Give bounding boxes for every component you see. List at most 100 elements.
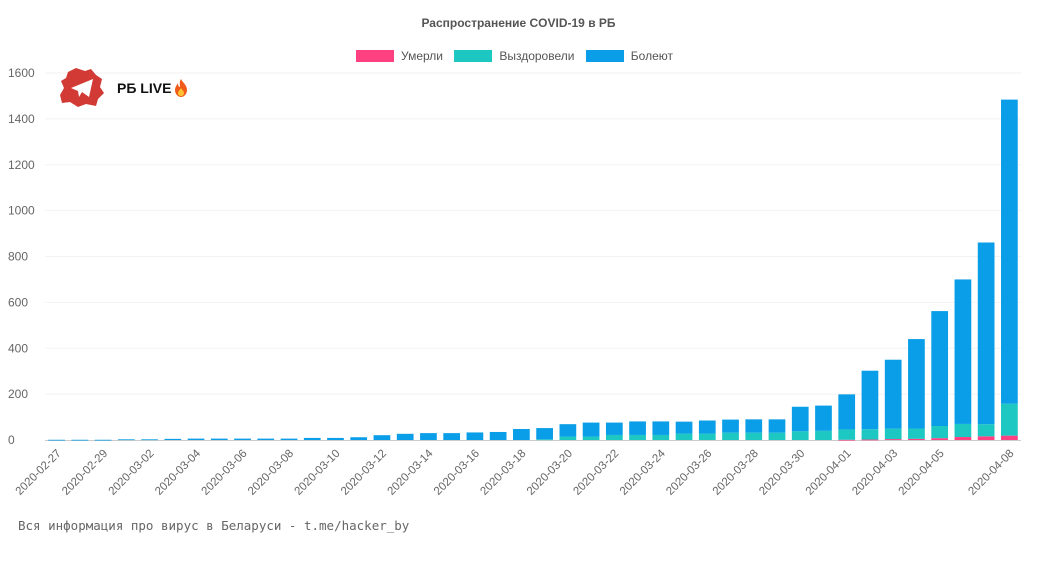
bar-deaths	[931, 438, 949, 440]
legend-item-active[interactable]: Болеют	[585, 49, 673, 63]
bar-active	[908, 339, 925, 429]
brand-name: РБ LIVE	[117, 80, 172, 96]
bar-active	[466, 432, 484, 440]
bar-active	[884, 359, 902, 429]
x-tick-label: 2020-03-26	[664, 448, 714, 498]
legend-label-deaths: Умерли	[401, 49, 443, 63]
y-tick-label: 1000	[8, 204, 35, 218]
footer-text: Вся информация про вирус в Беларуси - t.…	[18, 518, 410, 533]
bar-recovered	[815, 430, 832, 440]
bar-active	[722, 419, 739, 433]
bar-recovered	[605, 434, 623, 440]
legend-item-deaths[interactable]: Умерли	[356, 49, 443, 63]
bar-active	[698, 420, 716, 434]
bar-recovered	[768, 432, 786, 440]
bar-deaths	[954, 437, 972, 440]
y-tick-label: 0	[8, 433, 15, 447]
x-tick-label: 2020-04-03	[850, 448, 900, 498]
bar-recovered	[861, 429, 879, 440]
bar-recovered	[884, 428, 902, 440]
bar-active	[48, 439, 65, 441]
chart-title: Распространение COVID-19 в РБ	[421, 16, 616, 30]
fire-icon	[175, 79, 187, 97]
legend-label-recovered: Выздоровели	[499, 49, 575, 63]
bar-recovered	[675, 433, 693, 440]
bar-deaths	[884, 439, 902, 440]
x-tick-label: 2020-03-06	[200, 448, 250, 498]
bar-active	[629, 421, 646, 435]
x-tick-label: 2020-02-27	[14, 448, 64, 498]
legend-swatch-deaths	[356, 50, 394, 62]
x-tick-label: 2020-03-18	[478, 448, 528, 498]
y-tick-label: 600	[8, 295, 28, 309]
bar-active	[71, 439, 89, 441]
x-tick-label: 2020-03-20	[525, 448, 575, 498]
bar-recovered	[745, 432, 763, 440]
bar-active	[373, 435, 391, 440]
bar-deaths	[861, 439, 879, 441]
bar-deaths	[838, 439, 856, 441]
bar-active	[931, 311, 949, 427]
x-tick-label: 2020-04-08	[966, 448, 1016, 498]
x-tick-label: 2020-03-12	[339, 448, 389, 498]
x-tick-label: 2020-04-05	[897, 448, 947, 498]
x-tick-label: 2020-03-14	[385, 447, 436, 498]
bar-deaths	[977, 436, 995, 440]
bar-recovered	[838, 429, 856, 440]
bar-active	[117, 439, 135, 441]
bar-active	[652, 421, 670, 435]
legend-swatch-recovered	[454, 50, 493, 62]
bar-active	[303, 437, 321, 440]
bar-active	[791, 406, 809, 432]
bar-active	[489, 431, 507, 440]
bar-recovered	[652, 434, 670, 440]
bar-active	[396, 433, 414, 440]
bar-active	[768, 419, 786, 433]
bar-active	[187, 438, 205, 440]
bar-active	[257, 438, 275, 440]
bar-active	[815, 405, 832, 431]
x-tick-label: 2020-03-24	[618, 447, 669, 498]
y-tick-label: 800	[8, 250, 28, 264]
x-tick-label: 2020-03-10	[293, 448, 343, 498]
bar-active	[605, 422, 623, 435]
bar-active	[141, 439, 158, 441]
legend-swatch-active	[585, 50, 624, 62]
bar-recovered	[954, 423, 972, 438]
bar-active	[861, 370, 879, 430]
bar-active	[559, 424, 577, 437]
bar-recovered	[629, 434, 646, 440]
legend-label-active: Болеют	[630, 49, 673, 63]
bar-recovered	[1001, 403, 1018, 436]
bar-active	[838, 394, 856, 430]
bar-recovered	[791, 431, 809, 440]
bar-active	[234, 438, 251, 440]
bar-recovered	[559, 436, 577, 440]
chart-legend: Умерли Выздоровели Болеют	[0, 49, 1037, 63]
bar-active	[513, 428, 530, 440]
y-tick-label: 1200	[8, 158, 35, 172]
bar-recovered	[722, 432, 739, 440]
bar-recovered	[582, 436, 600, 440]
bar-deaths	[908, 438, 925, 440]
belarus-map-telegram-icon	[60, 68, 104, 107]
y-tick-label: 1400	[8, 112, 35, 126]
bar-deaths	[1001, 435, 1018, 440]
bar-active	[977, 242, 995, 425]
bar-active	[420, 433, 437, 440]
bar-active	[536, 428, 553, 440]
y-tick-label: 200	[8, 387, 28, 401]
bar-active	[1001, 99, 1018, 404]
bar-recovered	[977, 424, 995, 437]
y-tick-label: 1600	[8, 66, 35, 80]
bar-active	[350, 437, 368, 440]
legend-item-recovered[interactable]: Выздоровели	[454, 49, 574, 63]
x-tick-label: 2020-04-01	[804, 448, 854, 498]
x-tick-label: 2020-03-28	[711, 448, 761, 498]
bar-active	[582, 422, 600, 437]
bar-active	[164, 438, 182, 440]
bar-active	[745, 419, 763, 433]
x-tick-label: 2020-03-02	[107, 448, 157, 498]
x-tick-label: 2020-03-08	[246, 448, 296, 498]
x-tick-label: 2020-03-04	[153, 447, 204, 498]
